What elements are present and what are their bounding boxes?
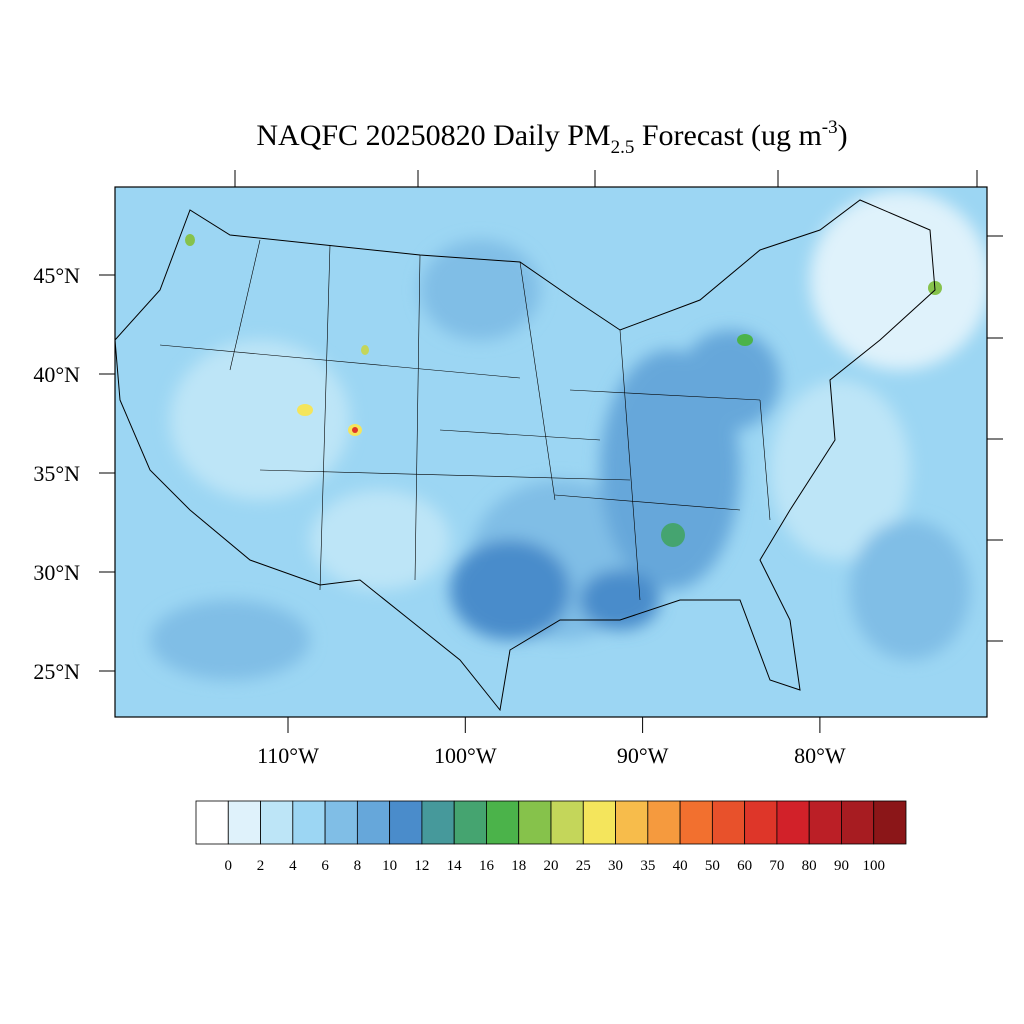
colorbar-box [647,800,681,845]
colorbar-box [260,800,294,845]
colorbar-label: 6 [321,858,329,874]
colorbar-box [873,800,907,845]
lon-label: 100°W [434,743,497,768]
colorbar-label: 60 [737,858,752,874]
colorbar-box [711,800,746,845]
map-frame [114,186,988,718]
lat-label: 45°N [33,263,80,288]
colorbar-label: 8 [354,858,362,874]
colorbar-box [195,800,229,845]
colorbar-label: 35 [640,858,655,874]
colorbar-box [421,800,455,845]
colorbar-box [550,800,584,845]
colorbar-label: 12 [414,858,429,874]
colorbar-box [776,800,810,845]
map-field [115,187,987,717]
map-title: NAQFC 20250820 Daily PM2.5 Forecast (ug … [256,117,847,158]
colorbar-label: 70 [769,858,784,874]
frame-ticks [234,170,1003,642]
colorbar-label: 40 [673,858,688,874]
colorbar-label: 0 [225,858,233,874]
colorbar-label: 100 [862,858,885,874]
colorbar-label: 80 [802,858,817,874]
title-middle: Forecast (ug m [634,119,821,152]
colorbar-label: 10 [382,858,397,874]
colorbar-label: 18 [511,858,526,874]
lat-label: 40°N [33,362,80,387]
colorbar-box [518,800,552,845]
colorbar-label: 90 [834,858,849,874]
colorbar-box [389,800,423,845]
colorbar-label: 2 [257,858,265,874]
colorbar-box [808,800,842,845]
lon-label: 80°W [794,743,846,768]
colorbar-box [453,800,487,845]
colorbar-box [615,800,649,845]
colorbar-label: 30 [608,858,623,874]
colorbar-box [324,800,358,845]
lat-label: 25°N [33,659,80,684]
colorbar-label: 14 [447,858,463,874]
colorbar-box [356,800,391,845]
colorbar-label: 20 [544,858,559,874]
lat-label: 30°N [33,560,80,585]
title-main: NAQFC 20250820 Daily PM [256,119,610,152]
colorbar-box [486,800,520,845]
colorbar-box [679,800,713,845]
colorbar-box [841,800,875,845]
colorbar-box [292,800,326,845]
title-subscript: 2.5 [611,137,635,158]
colorbar-box [582,800,616,845]
title-superscript: -3 [822,117,838,138]
colorbar-box [227,800,261,845]
lon-label: 110°W [257,743,319,768]
colorbar-label: 4 [289,858,297,874]
colorbar-label: 25 [576,858,591,874]
title-end: ) [838,119,848,152]
colorbar-box [744,800,778,845]
colorbar-label: 50 [705,858,720,874]
lon-label: 90°W [617,743,669,768]
lat-label: 35°N [33,461,80,486]
colorbar-label: 16 [479,858,495,874]
